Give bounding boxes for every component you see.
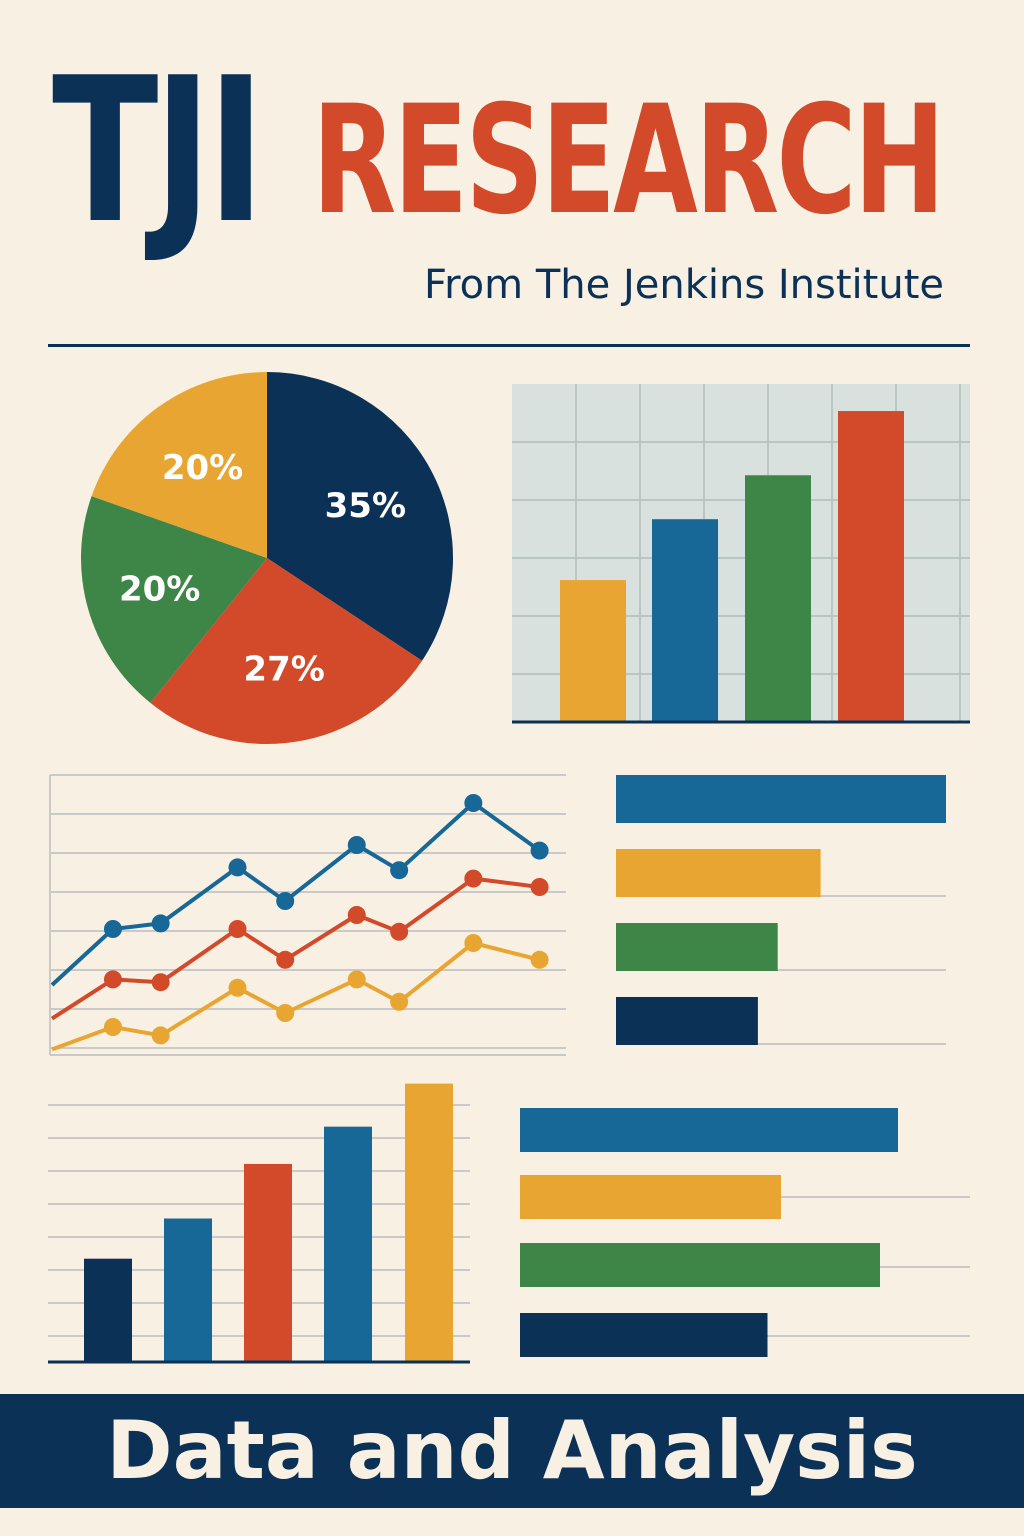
- footer-banner: Data and Analysis: [0, 1394, 1024, 1508]
- bar: [560, 580, 626, 722]
- data-point: [347, 906, 366, 924]
- data-point: [276, 892, 295, 910]
- data-point: [151, 1026, 170, 1045]
- bar: [745, 475, 811, 722]
- bar-chart-grid: [512, 384, 970, 724]
- data-point: [464, 934, 483, 952]
- bar: [652, 519, 718, 722]
- bar: [520, 1313, 768, 1357]
- pie-slice: [150, 558, 423, 744]
- data-point: [530, 950, 549, 969]
- data-point: [151, 914, 170, 933]
- data-point: [390, 861, 409, 880]
- bar: [616, 849, 821, 897]
- bar: [244, 1163, 292, 1362]
- title-research: RESEARCH: [312, 74, 945, 248]
- pie-slice-label: 27%: [243, 649, 324, 689]
- pie-slice-label: 20%: [119, 570, 200, 610]
- pie-slice: [91, 372, 267, 558]
- data-point: [464, 869, 483, 888]
- bar: [84, 1258, 132, 1362]
- data-point: [390, 922, 409, 941]
- pie-slice-label: 20%: [162, 448, 243, 488]
- bar: [324, 1126, 372, 1362]
- pie-slice-label: 35%: [325, 486, 406, 526]
- title-tji: TJI: [52, 35, 265, 268]
- series-line: [50, 801, 541, 987]
- data-point: [530, 878, 549, 896]
- footer-label: Data and Analysis: [106, 1404, 918, 1497]
- hbar-chart-upper: [616, 775, 946, 1045]
- data-point: [530, 841, 549, 860]
- data-point: [347, 836, 366, 854]
- data-point: [390, 992, 409, 1011]
- bar: [838, 411, 904, 722]
- bar: [520, 1175, 781, 1219]
- data-point: [347, 970, 366, 989]
- data-point: [151, 973, 170, 992]
- bar: [520, 1108, 898, 1152]
- data-point: [228, 920, 247, 938]
- data-point: [103, 1018, 122, 1036]
- bar: [616, 923, 778, 971]
- bar: [164, 1218, 212, 1362]
- data-point: [464, 794, 483, 812]
- bar-chart-lower: [48, 1083, 470, 1364]
- bar: [616, 997, 758, 1045]
- series-line: [51, 941, 541, 1052]
- pie-slice: [81, 496, 267, 703]
- pie-chart: 35% 27% 20% 20%: [81, 372, 453, 744]
- data-point: [276, 950, 295, 969]
- data-point: [228, 858, 247, 877]
- bar: [520, 1243, 880, 1287]
- data-point: [103, 970, 122, 989]
- header-divider: [48, 344, 970, 347]
- subtitle: From The Jenkins Institute: [424, 262, 944, 308]
- data-point: [103, 920, 122, 938]
- data-point: [276, 1004, 295, 1022]
- pie-slice: [267, 372, 453, 661]
- bar: [405, 1083, 453, 1362]
- charts-canvas: 35% 27% 20% 20%: [48, 372, 970, 1364]
- hbar-chart-lower: [520, 1108, 970, 1357]
- bar: [616, 775, 946, 823]
- data-point: [228, 978, 247, 997]
- line-chart: [49, 774, 566, 1056]
